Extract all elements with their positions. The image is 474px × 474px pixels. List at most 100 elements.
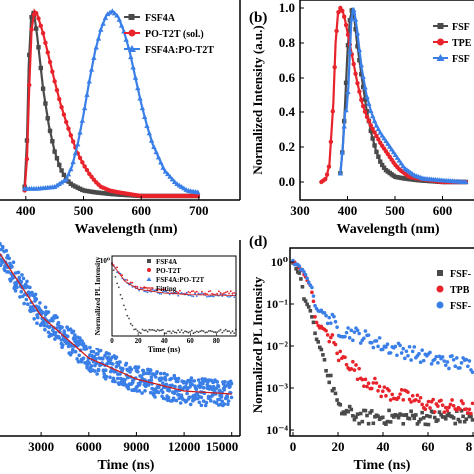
data-point [343, 22, 349, 28]
data-point [38, 23, 44, 28]
data-point [432, 415, 437, 420]
data-point [418, 417, 423, 422]
panel-a-data [21, 8, 201, 199]
inset-data-point [155, 289, 158, 292]
inset-data-point [175, 290, 178, 293]
data-point [45, 50, 50, 55]
data-point [458, 366, 462, 370]
data-point [328, 139, 334, 144]
data-point [344, 330, 349, 335]
data-point [466, 364, 470, 369]
data-point [337, 170, 344, 176]
inset-data-point [145, 329, 147, 332]
inset-data-point [218, 290, 220, 293]
data-point [75, 141, 81, 147]
inset-data-point [219, 328, 222, 331]
data-point [366, 118, 372, 124]
data-point [7, 256, 11, 261]
inset-data-point [160, 288, 163, 291]
data-point [167, 173, 173, 179]
inset-data-point [194, 331, 197, 334]
data-point [324, 313, 328, 318]
data-point [163, 378, 168, 382]
panel-a-legend-label: FSF4A:PO-T2T [145, 45, 214, 56]
legend-marker [147, 259, 151, 263]
panel-d-x-tick-label: 40 [377, 439, 390, 454]
inset-data-point [219, 292, 222, 294]
data-point [165, 171, 171, 177]
data-point [376, 388, 380, 393]
data-point [53, 330, 58, 335]
data-point [17, 275, 22, 280]
inset-data-point [223, 292, 225, 295]
inset-data-point [214, 331, 217, 334]
inset-data-point [195, 295, 198, 298]
legend-marker [146, 277, 152, 281]
data-point [132, 74, 139, 80]
data-point [36, 45, 41, 50]
panel-b-x-tick-label: 500 [385, 203, 405, 218]
data-point [353, 27, 358, 32]
data-point [174, 398, 179, 403]
data-point [153, 395, 157, 399]
data-point [124, 361, 129, 366]
data-point [335, 351, 339, 356]
data-point [54, 182, 60, 188]
panel-b-label: (b) [249, 10, 267, 26]
data-point [445, 360, 450, 364]
data-point [399, 351, 404, 355]
data-point [139, 105, 146, 111]
data-point [336, 9, 341, 15]
data-point [229, 395, 234, 400]
panel-a-legend-label: FSF4A [145, 13, 176, 24]
inset-data-point [151, 329, 154, 331]
data-point [86, 78, 92, 84]
data-point [338, 403, 343, 407]
inset-x-ticks: 0 20 40 60 80 [110, 333, 220, 345]
panel-c-x-tick-label: 3000 [28, 439, 54, 454]
inset-fitting-line [111, 263, 237, 296]
data-point [398, 343, 402, 348]
inset-data-point [124, 308, 127, 311]
inset-data-point [233, 292, 236, 294]
inset-data-point [117, 286, 120, 289]
data-point [82, 164, 87, 169]
inset-data-point [184, 330, 186, 333]
inset-data-point [172, 330, 175, 332]
data-point [160, 164, 166, 170]
data-point [409, 400, 413, 404]
data-point [102, 14, 109, 20]
data-point [111, 10, 118, 16]
data-point [461, 414, 465, 419]
data-point [43, 40, 48, 46]
panel-a-x-tick-label: 600 [131, 203, 151, 218]
data-point [366, 101, 372, 106]
data-point [459, 399, 464, 403]
data-point [22, 301, 27, 306]
data-point [437, 410, 442, 414]
data-point [192, 379, 197, 383]
data-point [146, 130, 152, 136]
data-point [136, 365, 141, 369]
inset-data-point [226, 290, 229, 293]
data-point [56, 181, 62, 186]
data-point [354, 30, 361, 36]
data-point [59, 105, 64, 110]
data-point [40, 31, 46, 36]
data-point [84, 188, 90, 194]
data-point [80, 187, 85, 193]
inset-data-point [173, 331, 176, 334]
inset-data-point [141, 328, 144, 331]
data-point [387, 388, 391, 393]
data-point [343, 334, 347, 339]
data-point [173, 376, 178, 381]
data-point [141, 372, 146, 376]
data-point [420, 402, 424, 407]
data-point [369, 386, 374, 391]
data-point [82, 188, 87, 193]
inset-x-tick-label: 60 [187, 337, 195, 345]
legend-marker [128, 45, 136, 52]
data-point [333, 342, 338, 347]
data-point [355, 412, 360, 416]
data-point [130, 64, 136, 70]
